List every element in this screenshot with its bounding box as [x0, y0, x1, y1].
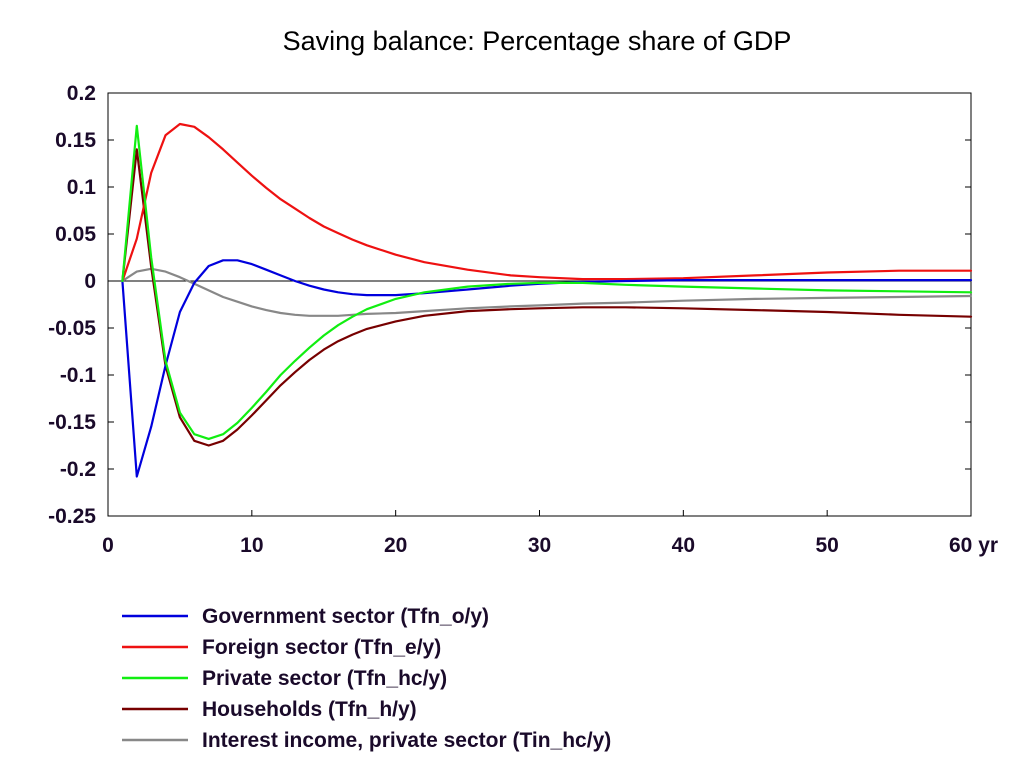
- y-tick-label: 0.05: [55, 223, 96, 246]
- legend-label: Foreign sector (Tfn_e/y): [202, 636, 441, 659]
- legend: Government sector (Tfn_o/y) Foreign secto…: [122, 605, 611, 752]
- chart-title: Saving balance: Percentage share of GDP: [283, 26, 792, 56]
- x-tick-label: 40: [672, 534, 695, 557]
- y-tick-label: 0.15: [55, 129, 96, 152]
- x-tick-label: 10: [240, 534, 263, 557]
- legend-label: Households (Tfn_h/y): [202, 698, 417, 721]
- x-tick-label: 0: [102, 534, 114, 557]
- y-tick-label: -0.1: [60, 364, 97, 387]
- y-tick-label: 0: [84, 270, 96, 293]
- x-tick-label: 60 yr: [949, 534, 998, 557]
- x-tick-label: 50: [815, 534, 838, 557]
- legend-label: Interest income, private sector (Tin_hc/…: [202, 729, 611, 752]
- series-line-1: [121, 122, 973, 283]
- series-line-3: [121, 148, 973, 447]
- y-tick-label: -0.25: [48, 505, 96, 528]
- series-line-2: [121, 124, 973, 440]
- y-tick-label: 0.1: [67, 176, 97, 199]
- x-axis-ticks: 0 10 20 30 40 50 60 yr: [102, 510, 998, 557]
- series-lines: [121, 122, 973, 478]
- y-tick-label: 0.2: [67, 82, 96, 105]
- x-tick-label: 20: [384, 534, 407, 557]
- series-line-4: [121, 267, 973, 317]
- y-tick-label: -0.15: [48, 411, 96, 434]
- legend-label: Government sector (Tfn_o/y): [202, 605, 489, 628]
- x-tick-label: 30: [528, 534, 551, 557]
- y-tick-label: -0.05: [48, 317, 96, 340]
- y-tick-label: -0.2: [60, 458, 96, 481]
- y-axis-ticks: 0.2 0.15 0.1 0.05 0 -0.05 -0.1 -0.15 -0.2 -0.25: [48, 82, 971, 528]
- legend-label: Private sector (Tfn_hc/y): [202, 667, 447, 690]
- series-line-0: [121, 259, 973, 478]
